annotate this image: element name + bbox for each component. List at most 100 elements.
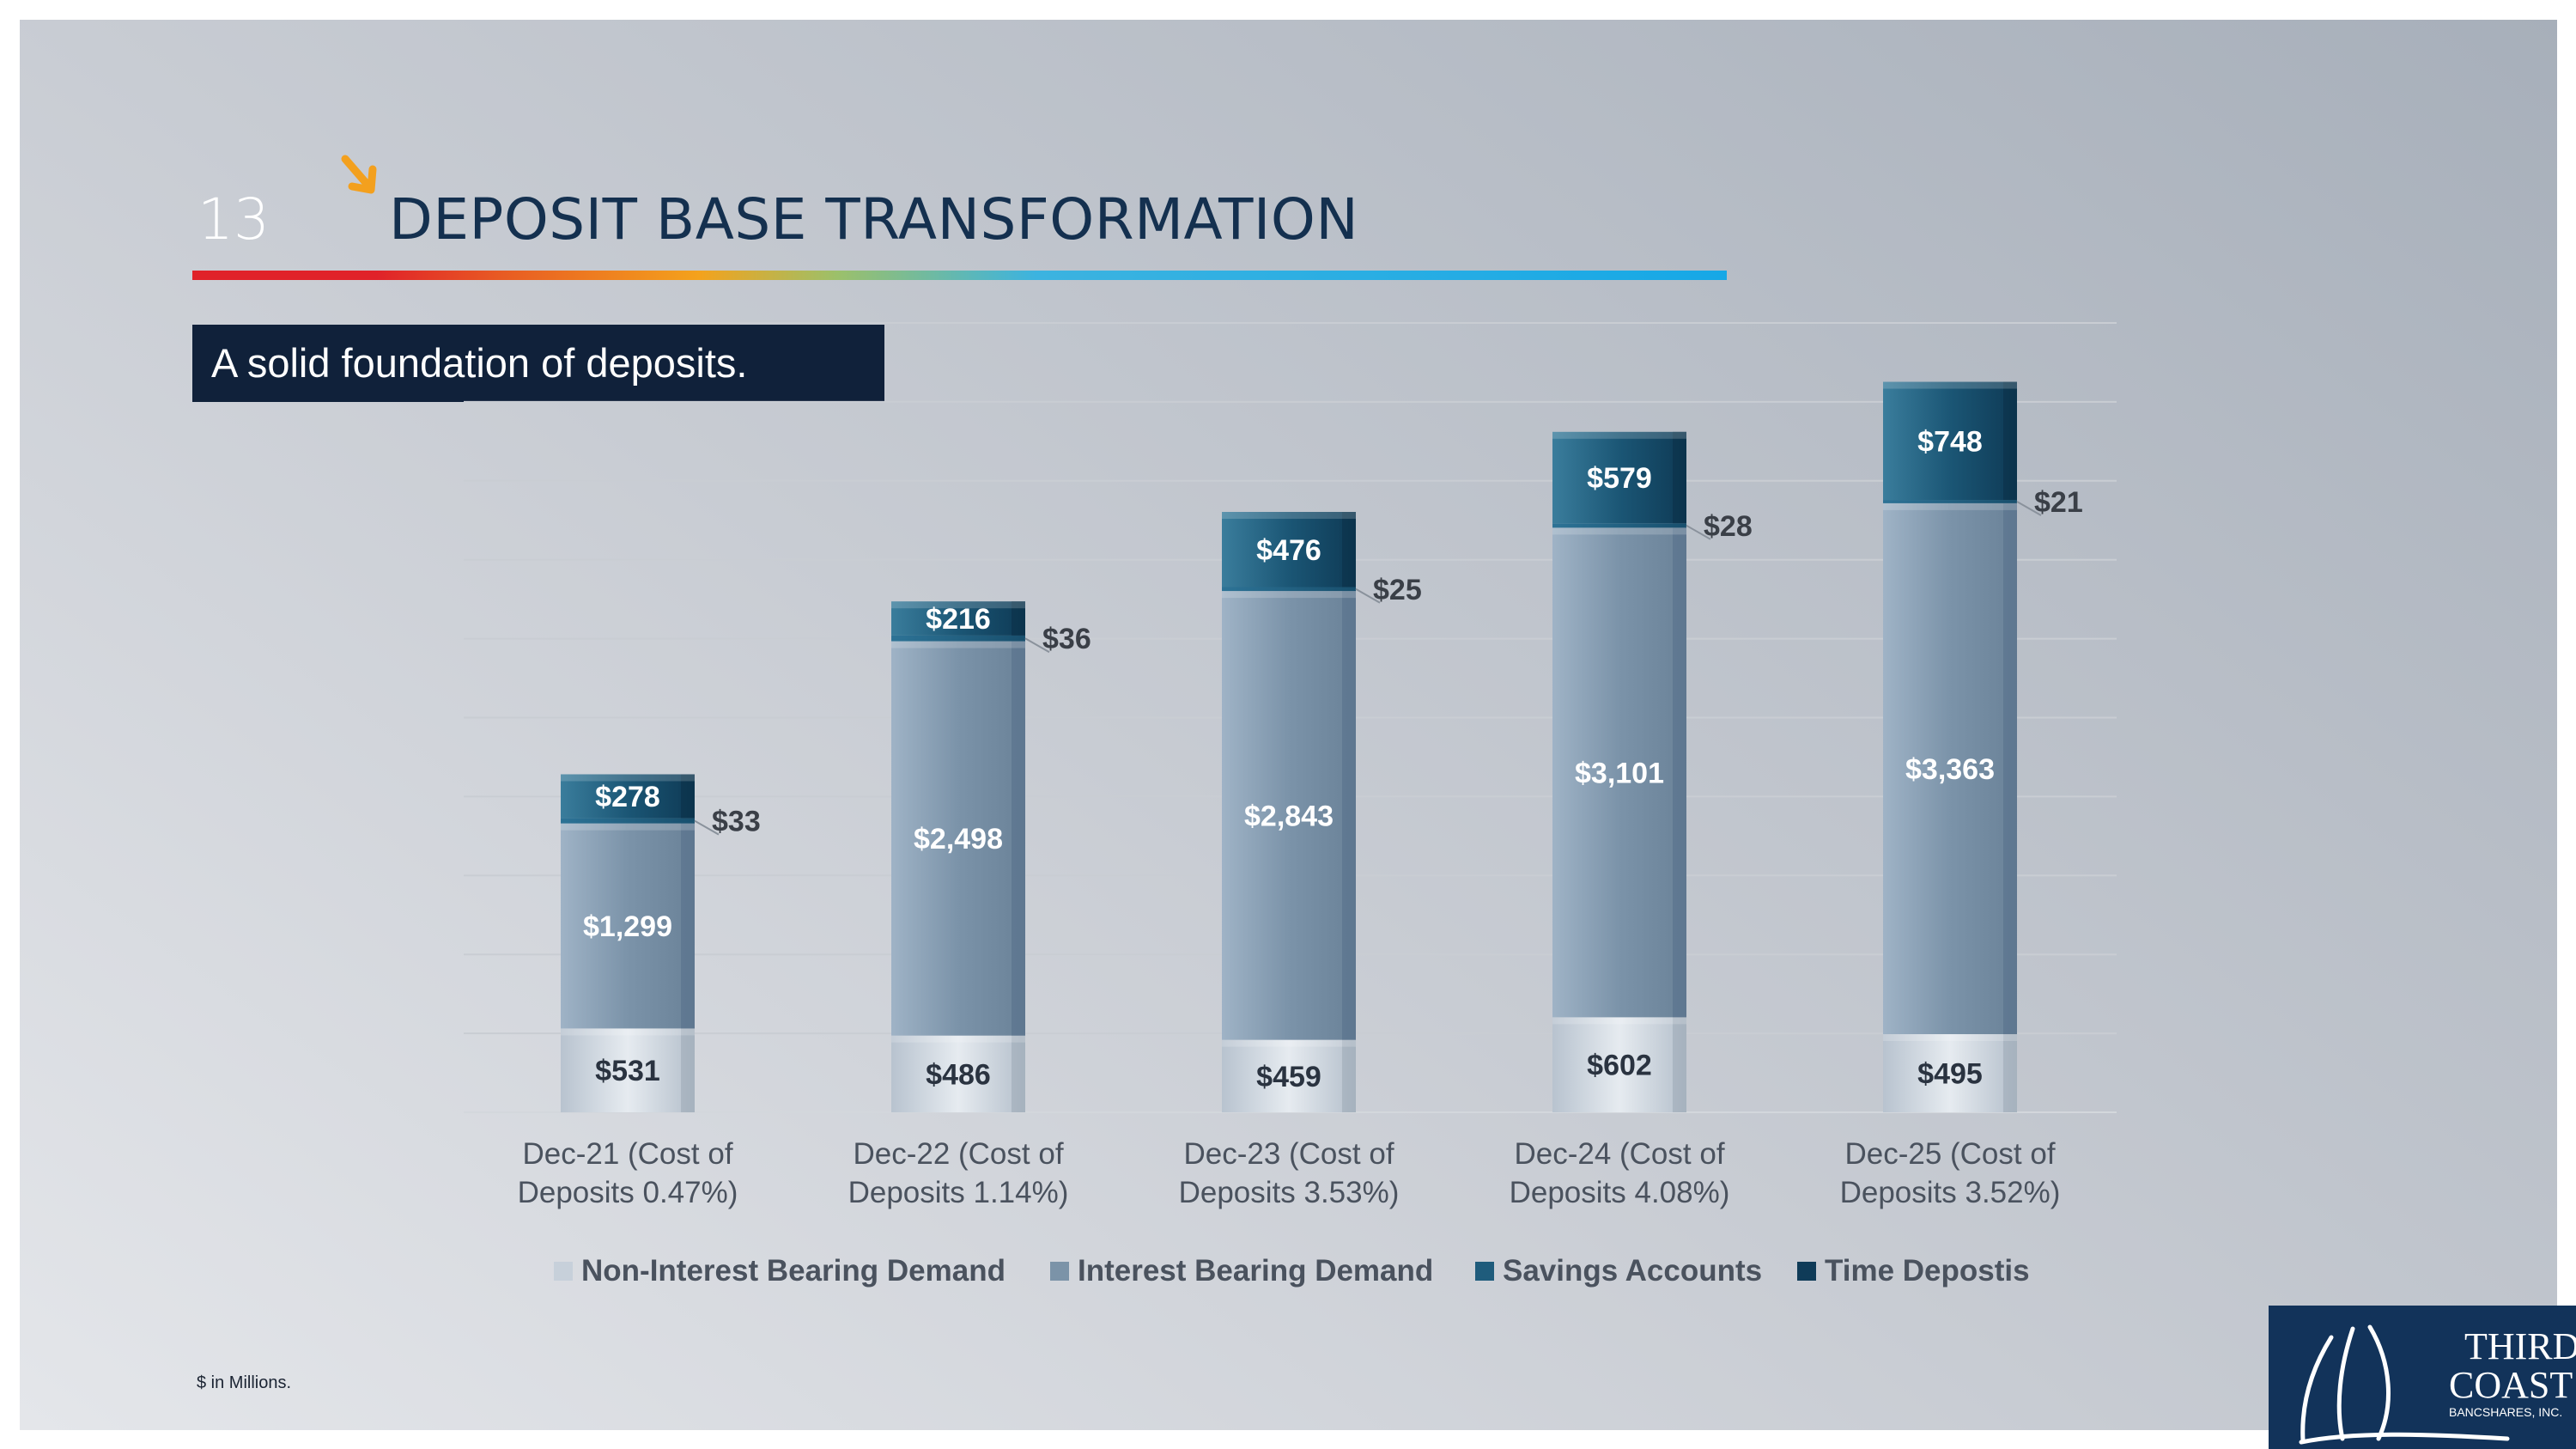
label-time-deposits: $476 — [1256, 534, 1321, 567]
bar-interest-bearing — [561, 823, 695, 1029]
bar-interest-bearing-bevel — [1673, 527, 1686, 1018]
bar-time-deposits-bevel — [2003, 381, 2017, 501]
bar-interest-bearing-highlight — [1222, 591, 1356, 599]
bar-non-interest-highlight — [891, 1035, 1025, 1043]
legend-item-time: Time Depostis — [1797, 1254, 2030, 1288]
bar-non-interest — [1552, 1017, 1686, 1112]
bar-non-interest-highlight — [1222, 1039, 1356, 1047]
x-axis-labels: Dec-21 (Cost of Deposits 0.47%) Dec-22 (Co… — [518, 1137, 2061, 1209]
legend-label: Non-Interest Bearing Demand — [581, 1254, 1005, 1288]
logo-line1: THIRD — [2464, 1325, 2576, 1367]
label-time-deposits: $748 — [1917, 425, 1983, 458]
label-interest-bearing: $2,498 — [914, 823, 1003, 855]
label-non-interest: $495 — [1917, 1058, 1983, 1091]
bar-savings — [1222, 587, 1356, 592]
label-savings: $33 — [712, 806, 761, 838]
bar-interest-bearing-highlight — [561, 823, 695, 831]
footnote: $ in Millions. — [197, 1373, 292, 1392]
x-axis-label: Dec-23 (Cost of — [1183, 1137, 1394, 1171]
bar-non-interest — [1222, 1039, 1356, 1112]
bar-savings — [1552, 523, 1686, 528]
bar-interest-bearing — [1222, 591, 1356, 1040]
bar-interest-bearing — [1883, 502, 2017, 1035]
leader-line — [2016, 501, 2042, 516]
subtitle: A solid foundation of deposits. — [211, 340, 748, 386]
bars — [561, 381, 2017, 1112]
bar-interest-bearing-bevel — [2003, 502, 2017, 1035]
leader-line — [694, 819, 720, 836]
leader-line — [1355, 588, 1381, 604]
label-non-interest: $486 — [926, 1058, 991, 1091]
legend-label: Interest Bearing Demand — [1078, 1254, 1434, 1288]
bar-time-deposits-bevel — [1012, 601, 1025, 636]
bar-interest-bearing — [1552, 527, 1686, 1018]
label-savings: $36 — [1042, 623, 1091, 655]
label-time-deposits: $579 — [1587, 462, 1652, 495]
bar-time-deposits-highlight — [1883, 381, 2017, 389]
bar-non-interest — [561, 1028, 695, 1112]
label-savings: $28 — [1704, 510, 1753, 543]
bar-time-deposits — [891, 601, 1025, 636]
bar-time-deposits-highlight — [1222, 512, 1356, 520]
label-interest-bearing: $3,101 — [1575, 757, 1664, 789]
data-labels: $531 $1,299 $33 $278 $486 $2,498 $36 $216 $459 $2… — [583, 425, 2083, 1093]
bar-interest-bearing-highlight — [891, 641, 1025, 648]
legend-swatch — [554, 1262, 573, 1281]
legend-item-interest: Interest Bearing Demand — [1050, 1254, 1433, 1288]
x-axis-label: Dec-25 (Cost of — [1844, 1137, 2055, 1171]
slide: 13 DEPOSIT BASE TRANSFORMATION A solid f… — [20, 20, 2557, 1430]
bar-non-interest-bevel — [1012, 1035, 1025, 1112]
bar-non-interest — [1883, 1034, 2017, 1112]
arrow-down-right-icon — [341, 155, 377, 194]
bar-non-interest-bevel — [2003, 1034, 2017, 1112]
legend-label: Savings Accounts — [1503, 1254, 1763, 1288]
third-coast-logo: THIRD COAST BANCSHARES, INC. — [2269, 1306, 2576, 1449]
label-savings: $25 — [1373, 574, 1422, 606]
bar-interest-bearing-bevel — [681, 823, 695, 1029]
label-interest-bearing: $1,299 — [583, 910, 672, 943]
bar-time-deposits-highlight — [1552, 431, 1686, 439]
page-title: DEPOSIT BASE TRANSFORMATION — [389, 186, 1359, 253]
label-time-deposits: $278 — [595, 781, 660, 813]
bar-time-deposits-bevel — [1342, 512, 1356, 588]
x-axis-label: Deposits 4.08%) — [1510, 1176, 1730, 1209]
bar-time-deposits — [561, 774, 695, 819]
legend-item-savings: Savings Accounts — [1475, 1254, 1762, 1288]
bar-time-deposits — [1552, 431, 1686, 524]
bar-savings — [561, 818, 695, 824]
bar-non-interest — [891, 1035, 1025, 1112]
label-non-interest: $602 — [1587, 1050, 1652, 1082]
x-axis-label: Dec-22 (Cost of — [853, 1137, 1063, 1171]
bar-savings — [1883, 500, 2017, 503]
bar-interest-bearing-bevel — [1342, 591, 1356, 1040]
leader-line — [1024, 637, 1050, 654]
leader-line — [1686, 524, 1711, 540]
bar-time-deposits-highlight — [561, 774, 695, 782]
x-axis-label: Deposits 0.47%) — [518, 1176, 738, 1209]
label-savings: $21 — [2034, 486, 2083, 519]
legend-swatch — [1797, 1262, 1816, 1281]
bar-time-deposits — [1883, 381, 2017, 501]
bar-time-deposits — [1222, 512, 1356, 588]
bar-non-interest-bevel — [681, 1028, 695, 1112]
bar-interest-bearing-highlight — [1883, 502, 2017, 510]
legend-swatch — [1050, 1262, 1069, 1281]
bar-non-interest-highlight — [1552, 1017, 1686, 1025]
bar-non-interest-highlight — [1883, 1034, 2017, 1042]
bar-interest-bearing-bevel — [1012, 641, 1025, 1036]
label-non-interest: $531 — [595, 1055, 660, 1087]
label-time-deposits: $216 — [926, 603, 991, 636]
logo-line3: BANCSHARES, INC. — [2449, 1405, 2562, 1419]
legend-label: Time Depostis — [1825, 1254, 2030, 1288]
label-interest-bearing: $3,363 — [1905, 753, 1995, 786]
label-interest-bearing: $2,843 — [1244, 800, 1334, 832]
bar-time-deposits-highlight — [891, 601, 1025, 609]
bar-interest-bearing-highlight — [1552, 527, 1686, 535]
label-non-interest: $459 — [1256, 1061, 1321, 1093]
title-rule — [192, 271, 1727, 280]
logo-line2: COAST — [2449, 1364, 2573, 1406]
x-axis-label: Dec-21 (Cost of — [522, 1137, 732, 1171]
bar-savings — [891, 635, 1025, 642]
x-axis-label: Deposits 3.53%) — [1179, 1176, 1400, 1209]
